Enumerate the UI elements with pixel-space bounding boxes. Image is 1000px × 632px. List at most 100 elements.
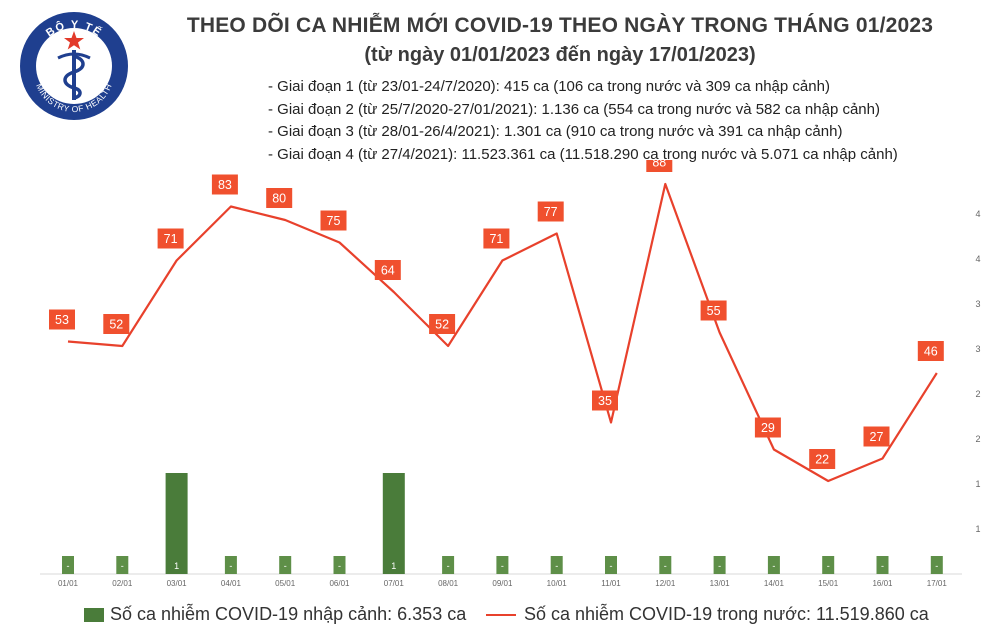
line-data-label-bg xyxy=(754,417,781,438)
bar-data-label: - xyxy=(121,561,124,571)
line-data-label-bg xyxy=(374,260,401,280)
phase-note-2: - Giai đoạn 2 (từ 25/7/2020-27/01/2021):… xyxy=(268,100,880,118)
bar-data-label: - xyxy=(338,561,341,571)
x-axis-tick-label: 15/01 xyxy=(818,579,839,588)
line-data-label-bg xyxy=(429,314,456,334)
line-data-label-bg xyxy=(157,228,184,249)
right-axis-tick-label: 3 xyxy=(975,299,980,309)
line-data-label-bg xyxy=(700,300,727,321)
x-axis-tick-label: 02/01 xyxy=(112,579,133,588)
line-data-label: 71 xyxy=(164,232,178,246)
line-data-label: 75 xyxy=(327,214,341,228)
bar-data-label: - xyxy=(610,561,613,571)
chart-title: THEO DÕI CA NHIỄM MỚI COVID-19 THEO NGÀY… xyxy=(186,14,934,37)
chart-subtitle: (từ ngày 01/01/2023 đến ngày 17/01/2023) xyxy=(364,44,756,66)
bar-data-label: - xyxy=(718,561,721,571)
bar-inbound-empty xyxy=(605,556,617,574)
bar-inbound-empty xyxy=(279,556,292,574)
legend-bar-swatch xyxy=(84,607,104,622)
x-axis-tick-label: 01/01 xyxy=(58,579,79,588)
x-axis-tick-label: 13/01 xyxy=(710,579,731,588)
bar-data-label: - xyxy=(555,561,558,571)
bar-data-label: - xyxy=(284,561,287,571)
right-axis-tick-label: 4 xyxy=(975,209,980,219)
bar-data-label: - xyxy=(67,561,70,571)
bar-data-label: - xyxy=(229,561,232,571)
bar-inbound xyxy=(382,473,405,574)
bar-inbound-empty xyxy=(224,556,237,574)
line-data-label: 27 xyxy=(870,430,884,444)
phase-note-4: - Giai đoạn 4 (từ 27/4/2021): 11.523.361… xyxy=(268,145,898,163)
bar-inbound-empty xyxy=(496,556,509,574)
phase-note-3: - Giai đoạn 3 (từ 28/01-26/4/2021): 1.30… xyxy=(268,123,843,140)
right-axis-tick-label: 2 xyxy=(975,389,980,399)
legend-line-label: Số ca nhiễm COVID-19 trong nước: 11.519.… xyxy=(524,604,929,624)
x-axis-tick-label: 09/01 xyxy=(492,579,513,588)
line-data-label: 46 xyxy=(924,345,938,359)
line-data-label-bg xyxy=(266,188,293,208)
x-axis-tick-label: 04/01 xyxy=(221,579,242,588)
x-axis-tick-label: 03/01 xyxy=(167,579,188,588)
line-data-label: 80 xyxy=(272,192,286,206)
bar-data-label: - xyxy=(501,561,504,571)
bar-data-label: - xyxy=(935,561,938,571)
right-axis-tick-label: 1 xyxy=(975,479,980,489)
line-data-label: 29 xyxy=(761,421,775,435)
legend: Số ca nhiễm COVID-19 nhập cảnh: 6.353 ca… xyxy=(0,600,1000,632)
line-data-label-bg xyxy=(917,341,944,361)
legend-item-line: Số ca nhiễm COVID-19 trong nước: 11.519.… xyxy=(486,604,929,625)
line-data-label: 71 xyxy=(489,232,503,246)
bar-data-label: - xyxy=(881,561,884,571)
line-data-label-bg xyxy=(320,210,347,231)
line-data-label-bg xyxy=(863,426,890,447)
bar-data-label: - xyxy=(827,561,830,571)
right-axis-tick-label: 4 xyxy=(975,254,980,264)
bar-inbound-empty xyxy=(550,556,563,574)
bar-data-label: - xyxy=(447,561,450,571)
bar-inbound-empty xyxy=(442,556,455,574)
x-axis-tick-label: 16/01 xyxy=(872,579,893,588)
line-data-label-bg xyxy=(809,449,836,469)
phase-note-1: - Giai đoạn 1 (từ 23/01-24/7/2020): 415 … xyxy=(268,78,830,95)
legend-item-bar: Số ca nhiễm COVID-19 nhập cảnh: 6.353 ca xyxy=(84,604,466,625)
bar-data-label: - xyxy=(772,561,775,571)
bar-data-label: - xyxy=(664,561,667,571)
line-data-label-bg xyxy=(592,390,618,411)
line-data-label-bg xyxy=(211,174,238,195)
bar-data-label: 1 xyxy=(174,561,179,571)
x-axis-tick-label: 06/01 xyxy=(329,579,350,588)
x-axis-tick-label: 14/01 xyxy=(764,579,785,588)
bar-inbound-empty xyxy=(62,556,74,574)
x-axis-tick-label: 05/01 xyxy=(275,579,296,588)
right-axis-tick-label: 3 xyxy=(975,344,980,354)
x-axis-tick-label: 08/01 xyxy=(438,579,459,588)
line-data-label: 22 xyxy=(815,453,829,467)
right-axis-tick-label: 1 xyxy=(975,524,980,534)
bar-inbound-empty xyxy=(822,556,835,574)
bar-inbound-empty xyxy=(333,556,346,574)
line-data-label: 64 xyxy=(381,264,395,278)
line-domestic xyxy=(67,182,938,483)
x-axis-tick-label: 07/01 xyxy=(384,579,405,588)
line-data-label: 52 xyxy=(435,318,449,332)
line-data-label-bg xyxy=(49,309,75,330)
right-axis-tick-label: 2 xyxy=(975,434,980,444)
line-data-label-bg xyxy=(537,201,564,222)
legend-bar-label: Số ca nhiễm COVID-19 nhập cảnh: 6.353 ca xyxy=(110,604,467,624)
bar-data-label: 1 xyxy=(391,561,396,571)
line-data-label-bg xyxy=(646,160,673,172)
x-axis-tick-label: 11/01 xyxy=(601,579,621,588)
line-data-label: 88 xyxy=(652,160,666,170)
bar-inbound xyxy=(165,473,188,574)
line-data-label-bg xyxy=(103,314,130,334)
line-data-label: 83 xyxy=(218,178,232,192)
line-data-label: 77 xyxy=(544,205,558,219)
line-data-label-bg xyxy=(483,228,510,249)
bar-inbound-empty xyxy=(116,556,129,574)
bar-inbound-empty xyxy=(930,556,943,574)
legend-line-swatch xyxy=(486,613,516,616)
bar-inbound-empty xyxy=(767,556,780,574)
bar-inbound-empty xyxy=(659,556,672,574)
phase-notes: - Giai đoạn 1 (từ 23/01-24/7/2020): 415 … xyxy=(268,76,898,166)
